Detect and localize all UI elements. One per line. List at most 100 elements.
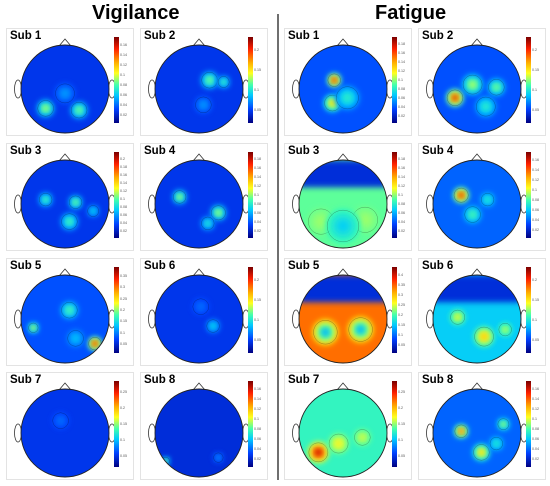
activation-hotspot — [43, 197, 48, 202]
activation-hotspot — [62, 90, 68, 97]
activation-hotspot — [483, 103, 489, 110]
colorbar-tick-label: 0.06 — [254, 210, 261, 215]
colorbar-tick-label: 0.1 — [532, 318, 537, 322]
colorbar-tick-label: 0.05 — [120, 342, 127, 347]
colorbar-tick-label: 0.16 — [532, 158, 539, 162]
colorbar-tick-label: 0.2 — [120, 157, 125, 161]
colorbar-tick-label: 0.1 — [120, 73, 125, 77]
frontal-low-region — [299, 275, 387, 303]
contour-line — [39, 193, 53, 207]
nose-outline — [58, 153, 72, 162]
activation-hotspot — [207, 78, 212, 83]
colorbar-tick-label: 0.2 — [120, 406, 125, 410]
colorbar — [392, 37, 397, 123]
left-ear-outline — [426, 194, 434, 214]
colorbar-ticks: 0.16 0.14 0.12 0.1 0.08 0.06 0.04 0.02 — [532, 150, 546, 242]
head-outline — [432, 274, 522, 364]
contour-line — [453, 187, 469, 203]
left-ear-outline — [292, 309, 300, 329]
activation-hotspot — [459, 193, 464, 198]
colorbar-tick-label: 0.16 — [398, 166, 405, 171]
head-outline — [154, 388, 244, 478]
colorbar-tick-label: 0.12 — [398, 184, 405, 189]
left-ear-outline — [426, 309, 434, 329]
contour-line — [336, 86, 359, 110]
contour-line — [498, 322, 512, 337]
activation-hotspot — [503, 327, 507, 332]
colorbar-tick-label: 0.02 — [120, 229, 127, 233]
colorbar-tick-label: 0.1 — [120, 197, 125, 201]
colorbar-tick-label: 0.35 — [120, 273, 127, 278]
left-ear-outline — [292, 79, 300, 99]
colorbar-tick-label: 0.12 — [532, 178, 539, 182]
head-outline — [154, 274, 244, 364]
head-outline — [432, 159, 522, 249]
scalp-topography — [148, 153, 250, 249]
colorbar-tick-label: 0.1 — [120, 438, 125, 442]
topomap-panel-fatigue-sub-4: Sub 4 0.16 0.14 0.12 0.1 0.08 0.06 0.04 0.02 — [418, 143, 546, 251]
colorbar-tick-label: 0.08 — [398, 86, 405, 91]
activation-hotspot — [91, 209, 95, 213]
contour-line — [474, 326, 494, 347]
subject-label: Sub 3 — [10, 145, 42, 157]
colorbar-ticks: 0.16 0.14 0.12 0.1 0.08 0.06 0.04 0.02 — [532, 379, 546, 471]
colorbar-ticks: 0.18 0.16 0.14 0.12 0.1 0.08 0.06 0.04 0.02 — [398, 35, 412, 127]
subject-label: Sub 7 — [288, 374, 320, 386]
scalp-topography — [14, 38, 116, 134]
colorbar-tick-label: 0.1 — [120, 330, 125, 335]
colorbar — [392, 267, 397, 353]
head-outline — [432, 388, 522, 478]
colorbar-tick-label: 0.02 — [398, 113, 405, 118]
scalp-topography — [426, 382, 528, 478]
colorbar — [248, 267, 253, 353]
colorbar-tick-label: 0.12 — [120, 63, 127, 67]
nose-outline — [58, 382, 72, 391]
colorbar-tick-label: 0.25 — [398, 390, 405, 394]
colorbar-tick-label: 0.25 — [120, 390, 127, 394]
activation-hotspot — [206, 221, 210, 226]
activation-hotspot — [201, 102, 206, 108]
topomap-panel-vigilance-sub-3: Sub 3 0.2 0.18 0.16 0.14 0.12 0.1 0.08 0.06 0.04 0… — [6, 143, 134, 251]
left-ear-outline — [148, 423, 156, 443]
activation-hotspot — [469, 81, 476, 88]
colorbar-tick-label: 0.2 — [120, 308, 125, 312]
contour-line — [213, 452, 224, 463]
frontal-low-region — [433, 275, 521, 303]
fatigue-title: Fatigue — [375, 2, 447, 24]
contour-line — [201, 216, 215, 230]
contour-line — [473, 444, 490, 461]
activation-background — [21, 160, 109, 248]
activation-hotspot — [470, 212, 475, 217]
colorbar-tick-label: 0.1 — [254, 88, 259, 92]
subject-label: Sub 3 — [288, 145, 320, 157]
colorbar-tick-label: 0.25 — [398, 303, 405, 307]
nose-outline — [336, 268, 350, 277]
colorbar-tick-label: 0.04 — [398, 219, 405, 224]
colorbar-tick-label: 0.12 — [120, 189, 127, 193]
subject-label: Sub 5 — [288, 260, 320, 272]
left-ear-outline — [292, 423, 300, 443]
subject-label: Sub 4 — [422, 145, 454, 157]
colorbar-tick-label: 0.35 — [398, 283, 405, 287]
activation-hotspot — [494, 85, 499, 90]
colorbar-tick-label: 0.14 — [254, 397, 261, 401]
colorbar-tick-label: 0.08 — [532, 198, 539, 202]
scalp-topography — [148, 382, 250, 478]
colorbar-tick-label: 0.06 — [120, 93, 127, 97]
colorbar-tick-label: 0.16 — [532, 387, 539, 391]
colorbar-tick-label: 0.05 — [254, 108, 261, 112]
left-ear-outline — [148, 79, 156, 99]
activation-background — [155, 275, 243, 363]
activation-hotspot — [93, 341, 97, 346]
subject-label: Sub 2 — [144, 30, 176, 42]
topomap-panel-vigilance-sub-6: Sub 6 0.2 0.15 0.1 0.05 — [140, 258, 268, 366]
colorbar-tick-label: 0.16 — [398, 51, 405, 56]
subject-label: Sub 6 — [422, 260, 454, 272]
activation-hotspot — [485, 197, 490, 202]
activation-background — [21, 389, 109, 477]
colorbar-ticks: 0.16 0.14 0.12 0.1 0.08 0.06 0.04 0.02 — [254, 379, 268, 471]
contour-line — [195, 96, 212, 114]
colorbar-tick-label: 0.2 — [398, 313, 403, 317]
colorbar-ticks: 0.25 0.2 0.15 0.1 0.05 — [398, 379, 412, 471]
colorbar-tick-label: 0.08 — [120, 83, 127, 87]
